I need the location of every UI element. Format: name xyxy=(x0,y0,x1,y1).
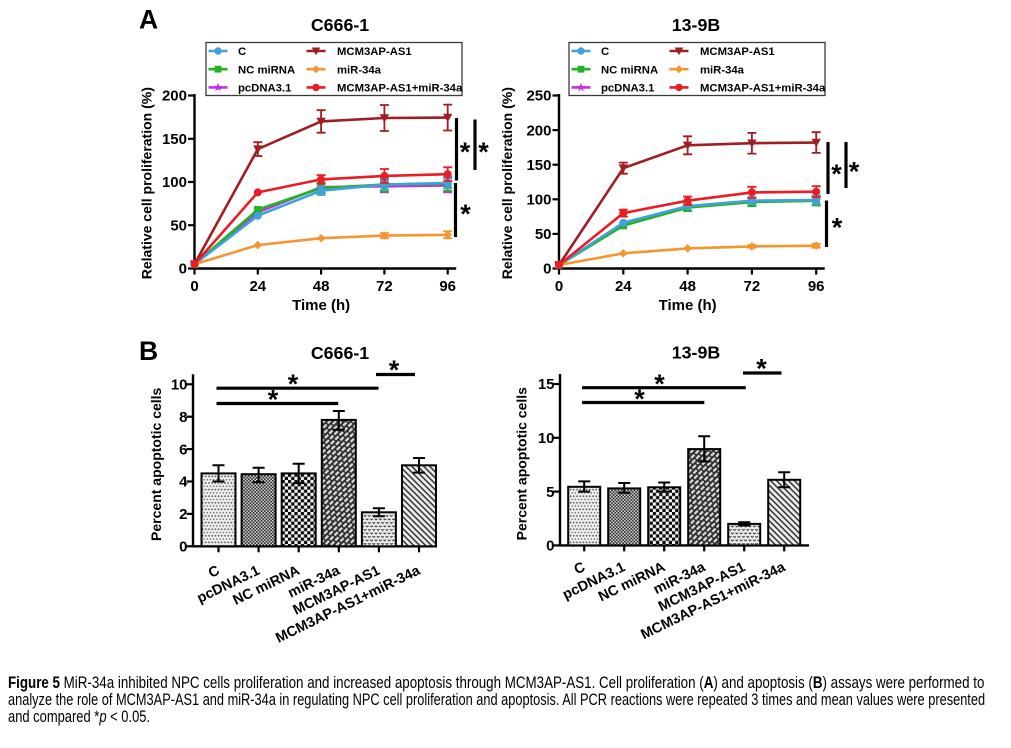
svg-text:10: 10 xyxy=(538,430,555,447)
svg-text:96: 96 xyxy=(808,278,825,295)
svg-text:96: 96 xyxy=(439,278,456,295)
svg-text:0: 0 xyxy=(555,278,563,295)
svg-text:MCM3AP-AS1+miR-34a: MCM3AP-AS1+miR-34a xyxy=(337,83,463,95)
svg-text:C: C xyxy=(238,46,246,58)
svg-text:*: * xyxy=(460,137,471,167)
svg-text:72: 72 xyxy=(744,278,761,295)
svg-text:200: 200 xyxy=(526,122,551,139)
svg-text:MCM3AP-AS1: MCM3AP-AS1 xyxy=(337,46,412,58)
svg-text:*: * xyxy=(654,369,665,399)
svg-text:miR-34a: miR-34a xyxy=(337,64,382,76)
svg-text:MCM3AP-AS1+miR-34a: MCM3AP-AS1+miR-34a xyxy=(700,83,826,95)
svg-text:B: B xyxy=(139,336,158,366)
svg-text:C666-1: C666-1 xyxy=(311,343,369,363)
svg-text:24: 24 xyxy=(615,278,632,295)
svg-text:24: 24 xyxy=(249,278,266,295)
svg-text:2: 2 xyxy=(179,506,187,523)
svg-text:50: 50 xyxy=(535,226,552,243)
svg-text:pcDNA3.1: pcDNA3.1 xyxy=(238,83,291,95)
svg-text:13-9B: 13-9B xyxy=(672,15,721,35)
svg-text:72: 72 xyxy=(376,278,393,295)
svg-text:pcDNA3.1: pcDNA3.1 xyxy=(601,83,654,95)
svg-text:8: 8 xyxy=(179,409,187,426)
svg-text:5: 5 xyxy=(546,484,554,501)
svg-text:*: * xyxy=(634,384,645,414)
svg-text:250: 250 xyxy=(526,88,551,105)
svg-text:0: 0 xyxy=(543,261,551,278)
svg-text:*: * xyxy=(460,199,471,229)
svg-text:0: 0 xyxy=(179,261,187,278)
svg-text:Time (h): Time (h) xyxy=(292,297,350,314)
svg-text:150: 150 xyxy=(162,131,187,148)
svg-text:Relative cell proliferation (%: Relative cell proliferation (%) xyxy=(499,87,515,279)
svg-text:C: C xyxy=(601,46,609,58)
svg-text:0: 0 xyxy=(179,539,187,556)
svg-text:Percent apoptotic cells: Percent apoptotic cells xyxy=(514,387,530,540)
svg-text:*: * xyxy=(849,157,860,187)
svg-text:10: 10 xyxy=(171,377,188,394)
svg-text:MCM3AP-AS1: MCM3AP-AS1 xyxy=(700,46,775,58)
svg-text:Time (h): Time (h) xyxy=(659,297,717,314)
svg-text:Percent apoptotic cells: Percent apoptotic cells xyxy=(148,387,164,540)
svg-text:*: * xyxy=(389,355,400,385)
svg-text:13-9B: 13-9B xyxy=(672,343,721,363)
svg-text:0: 0 xyxy=(190,278,198,295)
svg-text:*: * xyxy=(268,385,279,415)
svg-text:*: * xyxy=(478,137,489,167)
svg-text:*: * xyxy=(288,369,299,399)
svg-text:NC miRNA: NC miRNA xyxy=(601,64,658,76)
svg-text:A: A xyxy=(139,5,158,35)
svg-text:Relative cell proliferation (%: Relative cell proliferation (%) xyxy=(139,87,155,279)
svg-text:100: 100 xyxy=(162,174,187,191)
svg-text:6: 6 xyxy=(179,441,187,458)
svg-text:15: 15 xyxy=(538,376,555,393)
svg-text:50: 50 xyxy=(170,217,187,234)
svg-text:miR-34a: miR-34a xyxy=(700,64,745,76)
svg-text:4: 4 xyxy=(179,474,188,491)
svg-text:*: * xyxy=(831,159,842,189)
svg-text:100: 100 xyxy=(526,192,551,209)
svg-text:200: 200 xyxy=(162,88,187,105)
svg-text:C666-1: C666-1 xyxy=(311,15,369,35)
svg-text:0: 0 xyxy=(546,538,554,555)
svg-text:NC miRNA: NC miRNA xyxy=(238,64,295,76)
svg-text:48: 48 xyxy=(313,278,330,295)
svg-text:150: 150 xyxy=(526,157,551,174)
svg-text:*: * xyxy=(756,354,767,384)
svg-text:48: 48 xyxy=(679,278,696,295)
svg-text:*: * xyxy=(832,213,843,243)
